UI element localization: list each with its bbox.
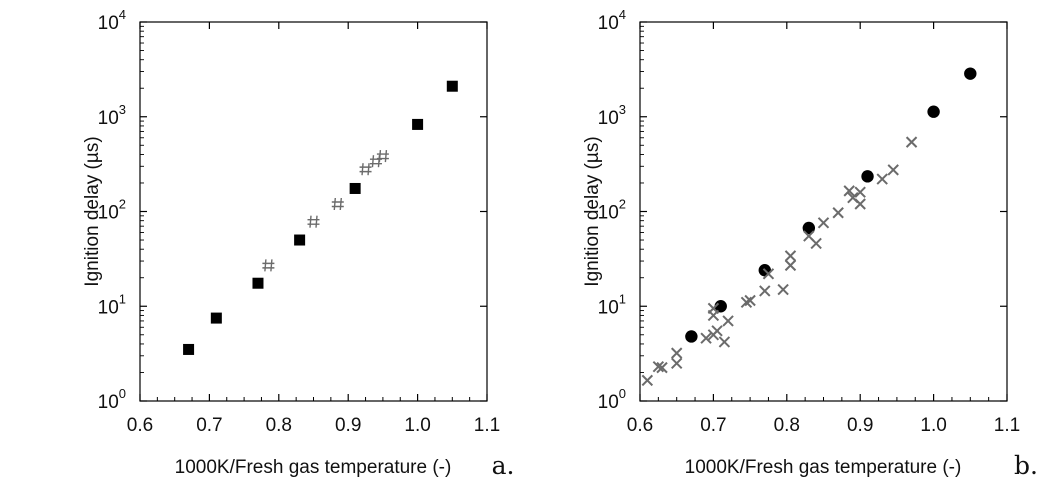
data-point-x [887,164,899,176]
data-point-x [854,198,866,210]
data-point-hash [307,215,320,228]
x-tick-label: 0.7 [196,415,222,436]
x-tick-label: 0.6 [127,415,153,436]
x-tick-label: 0.8 [774,415,800,436]
data-point-x [656,361,668,374]
data-point-x [810,237,822,250]
y-tick-label: 102 [598,197,626,224]
x-tick-label: 0.9 [335,415,361,436]
data-point-square [412,118,424,130]
y-axis-label: Ignition delay (µs) [82,136,103,286]
data-point-x [854,186,866,198]
data-point-square [252,277,264,289]
data-point-circle [927,105,940,118]
data-point-hash [331,197,344,211]
series-square [183,80,458,355]
y-tick-label: 101 [598,291,626,318]
data-point-x [777,283,789,296]
data-point-x [905,136,918,148]
x-tick-label: 1.0 [920,415,946,436]
y-tick-label: 103 [598,102,626,129]
data-point-x [817,217,830,229]
data-point-x [876,173,888,185]
data-point-square [446,80,458,92]
chart-panel-b: 0.6 0.7 0.8 0.9 1.0 1.1 100 101 102 103 104 1000K/F… [582,7,1038,480]
x-tick-label: 1.1 [474,415,500,436]
data-point-x [843,185,855,197]
data-point-x [652,361,665,373]
y-tick-label: 104 [98,7,126,34]
data-point-x [722,315,734,327]
plot-frame [639,21,1008,402]
data-point-x [670,357,683,370]
data-point-circle [802,221,816,235]
x-tick-label: 1.0 [404,415,430,436]
x-axis-label: 1000K/Fresh gas temperature (-) [685,457,962,478]
chart-panel-a: 0.6 0.7 0.8 0.9 1.0 1.1 100 101 102 103 104 1000K/F… [82,7,514,480]
y-tick-label: 100 [98,386,126,413]
data-point-x [762,268,775,280]
panel-label: a. [492,451,515,480]
y-tick-label: 100 [598,386,626,413]
data-point-hash [376,149,389,163]
data-point-hash [359,163,372,176]
y-tick-label: 102 [98,197,126,224]
y-tick-label: 101 [98,291,126,318]
x-tick-label: 1.1 [994,415,1020,436]
y-tick-label: 103 [98,102,126,129]
x-tick-label: 0.9 [847,415,873,436]
data-point-x [711,325,723,337]
x-axis-label: 1000K/Fresh gas temperature (-) [175,457,452,478]
series-hash [262,149,389,272]
data-point-x [832,207,844,219]
data-point-circle [861,170,874,183]
data-point-x [784,259,797,272]
data-point-square [210,312,222,324]
data-point-x [707,302,720,315]
x-tick-label: 0.8 [266,415,292,436]
data-point-x [740,296,753,309]
x-tick-label: 0.7 [700,415,726,436]
data-point-x [759,285,771,297]
data-point-x [670,347,683,359]
series-x [641,136,918,387]
x-tick-label: 0.6 [627,415,653,436]
data-point-hash [262,259,275,272]
data-point-x [718,336,731,348]
data-point-x [700,332,712,344]
data-point-square [294,234,306,246]
series-circle [685,67,977,343]
data-point-circle [685,330,698,343]
data-point-square [183,343,195,355]
y-tick-label: 104 [598,7,626,34]
panel-label: b. [1014,451,1038,480]
data-point-x [784,250,797,262]
data-point-x [744,294,756,307]
data-point-circle [964,67,977,80]
y-axis-label: Ignition delay (µs) [582,136,603,286]
data-point-square [349,182,361,194]
data-point-x [641,374,654,387]
